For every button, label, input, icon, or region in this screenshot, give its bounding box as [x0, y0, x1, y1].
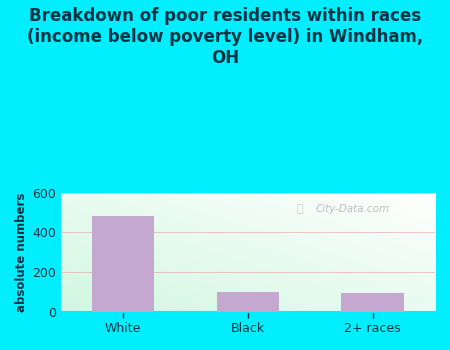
Y-axis label: absolute numbers: absolute numbers: [15, 193, 28, 312]
Text: City-Data.com: City-Data.com: [315, 204, 389, 215]
Text: Breakdown of poor residents within races
(income below poverty level) in Windham: Breakdown of poor residents within races…: [27, 7, 423, 66]
Text: ⓘ: ⓘ: [297, 204, 303, 214]
Bar: [342, 293, 404, 312]
Bar: [92, 216, 154, 312]
Bar: [217, 292, 279, 312]
